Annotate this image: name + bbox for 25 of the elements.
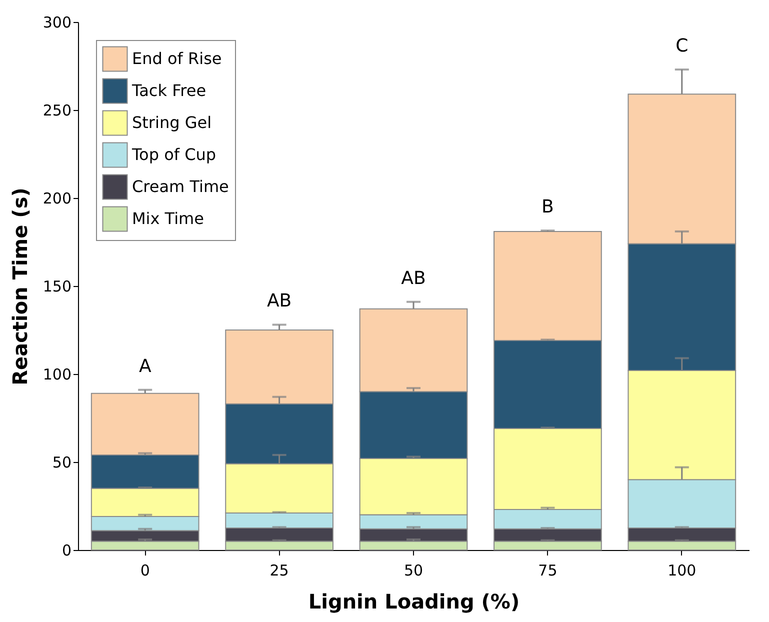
legend-label: Cream Time: [132, 177, 229, 196]
annotation: B: [542, 196, 554, 218]
legend-label: Top of Cup: [131, 145, 216, 164]
annotation: AB: [266, 290, 292, 312]
x-tick-label: 100: [668, 562, 696, 580]
annotation: AB: [401, 268, 426, 289]
annotation: A: [138, 356, 152, 377]
x-tick-label: 25: [270, 562, 289, 580]
y-tick-label: 200: [42, 190, 72, 208]
x-tick-label: 75: [538, 562, 558, 580]
x-tick-label: 50: [404, 562, 424, 580]
y-tick-label: 50: [52, 454, 72, 472]
y-tick-label: 100: [42, 366, 72, 384]
legend-label: End of Rise: [132, 49, 222, 68]
y-tick-label: 300: [42, 14, 72, 32]
y-tick-label: 250: [42, 102, 72, 120]
legend-label: Mix Time: [132, 209, 204, 228]
annotation: C: [676, 36, 688, 57]
x-tick-label: 0: [140, 562, 150, 580]
y-tick-label: 150: [42, 278, 72, 296]
y-tick-label: 0: [62, 542, 72, 560]
x-axis-title: Lignin Loading (%): [308, 590, 520, 614]
legend-label: Tack Free: [131, 81, 206, 100]
legend-label: String Gel: [132, 113, 212, 132]
y-axis-title: Reaction Time (s): [8, 188, 32, 386]
